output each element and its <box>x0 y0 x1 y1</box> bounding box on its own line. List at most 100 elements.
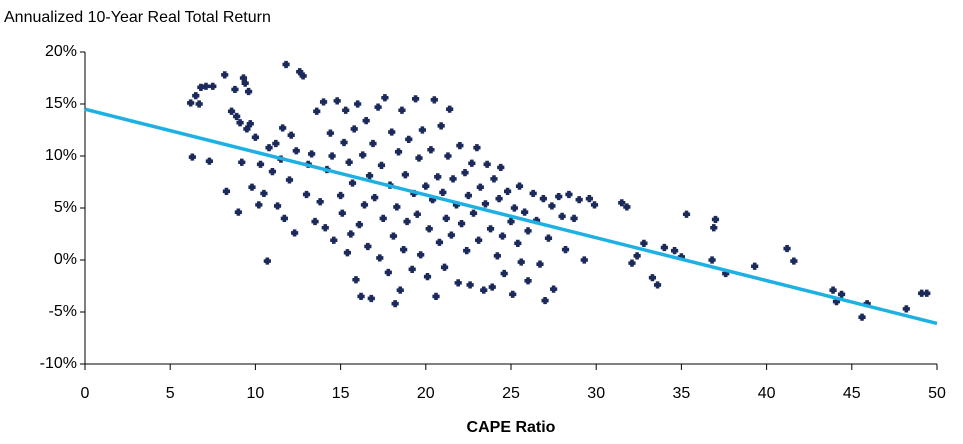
scatter-point <box>396 286 404 294</box>
scatter-point <box>377 161 386 169</box>
scatter-point <box>437 122 445 130</box>
scatter-point <box>405 135 413 143</box>
scatter-point <box>476 183 484 191</box>
scatter-point <box>570 214 578 223</box>
scatter-point <box>400 246 408 254</box>
scatter-point <box>425 225 433 233</box>
x-tick-label: 0 <box>81 385 90 402</box>
scatter-point <box>503 187 512 195</box>
scatter-point <box>345 158 353 166</box>
scatter-point <box>192 92 200 100</box>
scatter-point <box>376 254 384 262</box>
scatter-point <box>417 251 425 259</box>
scatter-point <box>548 202 556 210</box>
scatter-point <box>340 138 348 147</box>
scatter-point <box>536 260 544 268</box>
scatter-point <box>328 152 336 160</box>
scatter-point <box>347 230 355 238</box>
scatter-point <box>188 153 196 161</box>
scatter-point <box>187 99 195 107</box>
scatter-point <box>660 243 668 252</box>
scatter-point <box>371 194 379 202</box>
x-tick-label: 35 <box>673 385 691 402</box>
scatter-point <box>379 214 387 223</box>
scatter-point <box>398 106 406 114</box>
scatter-point <box>628 259 636 267</box>
scatter-point <box>555 192 563 201</box>
scatter-point <box>481 200 490 208</box>
scatter-point <box>411 95 420 103</box>
scatter-point <box>427 146 435 154</box>
scatter-point <box>260 189 268 198</box>
scatter-point <box>354 100 362 108</box>
scatter-point <box>321 224 329 232</box>
scatter-point <box>279 124 287 132</box>
scatter-point <box>539 195 547 203</box>
scatter-point <box>393 203 401 211</box>
scatter-point <box>205 157 213 165</box>
scatter-point <box>388 128 396 136</box>
scatter-point <box>623 203 631 211</box>
scatter-point <box>575 196 583 204</box>
scatter-point <box>280 214 288 223</box>
scatter-point <box>648 274 657 282</box>
scatter-point <box>221 71 229 79</box>
scatter-point <box>263 257 271 265</box>
scatter-point <box>585 195 593 203</box>
scatter-point <box>231 85 239 94</box>
scatter-point <box>521 208 529 216</box>
scatter-point <box>510 204 519 212</box>
scatter-point <box>401 171 409 179</box>
scatter-point <box>350 125 358 133</box>
scatter-point <box>374 103 382 111</box>
scatter-point <box>541 296 549 305</box>
scatter-point <box>442 214 450 223</box>
scatter-point <box>483 160 491 168</box>
scatter-point <box>497 163 505 172</box>
scatter-point <box>490 175 498 183</box>
scatter-point <box>369 139 377 148</box>
scatter-point <box>558 212 566 220</box>
scatter-point <box>359 151 367 159</box>
scatter-point <box>389 232 398 240</box>
scatter-point <box>316 198 324 206</box>
scatter-point <box>202 82 210 90</box>
scatter-point <box>456 142 464 150</box>
scatter-point <box>384 268 392 277</box>
scatter-point <box>469 209 478 217</box>
scatter-point <box>430 96 438 104</box>
scatter-point <box>338 209 346 217</box>
scatter-point <box>285 176 294 184</box>
scatter-point <box>618 199 626 207</box>
scatter-point <box>449 175 457 183</box>
scatter-point <box>268 168 277 176</box>
scatter-point <box>457 220 466 228</box>
scatter-point <box>498 232 507 240</box>
scatter-point <box>357 292 365 300</box>
scatter-point <box>514 239 522 247</box>
scatter-point <box>710 224 718 232</box>
scatter-point <box>403 217 411 226</box>
scatter-point <box>902 305 910 313</box>
scatter-point <box>529 189 537 198</box>
scatter-point <box>292 147 300 155</box>
scatter-point <box>333 97 341 105</box>
scatter-point <box>829 286 837 294</box>
scatter-point <box>544 234 553 242</box>
scatter-point <box>348 179 357 187</box>
scatter-point <box>195 100 203 108</box>
scatter-point <box>509 290 517 298</box>
scatter-point <box>488 283 496 291</box>
scatter-point <box>234 208 242 216</box>
scatter-point <box>290 229 299 237</box>
x-tick-label: 20 <box>417 385 435 402</box>
scatter-point <box>227 107 236 115</box>
x-tick-label: 40 <box>758 385 776 402</box>
scatter-point <box>255 201 263 209</box>
scatter-point <box>415 154 423 162</box>
scatter-point <box>418 126 426 134</box>
scatter-point <box>434 173 442 181</box>
scatter-point <box>580 256 588 264</box>
y-tick-label: 5% <box>54 199 77 216</box>
scatter-point <box>439 188 447 197</box>
